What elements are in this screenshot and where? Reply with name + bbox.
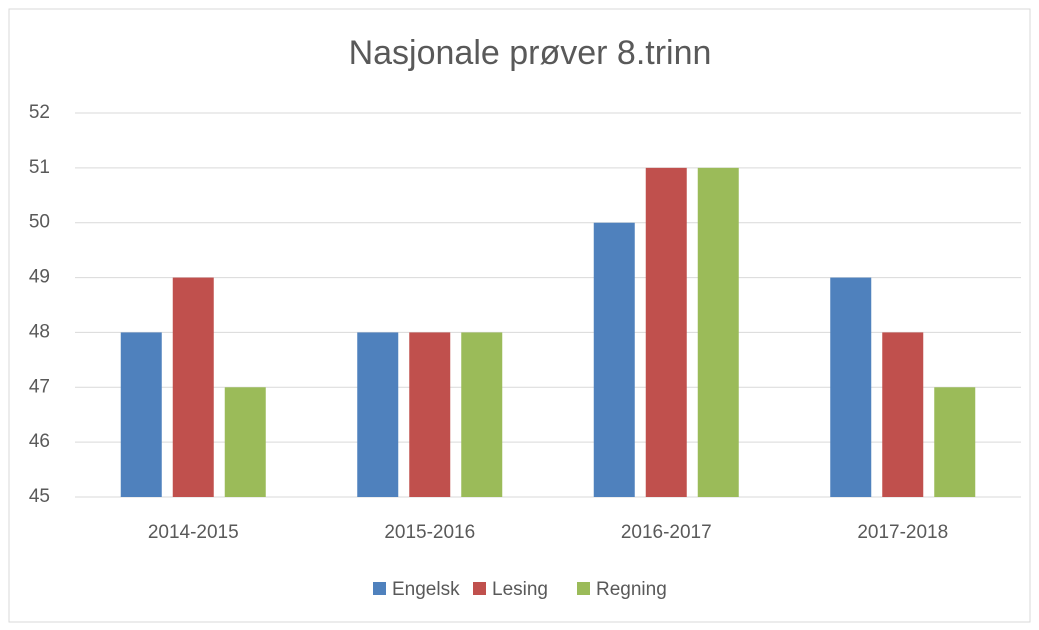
bar <box>830 277 872 497</box>
x-tick-label: 2016-2017 <box>621 522 712 543</box>
legend-label: Engelsk <box>392 579 460 600</box>
legend-label: Regning <box>596 579 667 600</box>
legend-swatch <box>373 582 386 595</box>
legend-swatch <box>473 582 486 595</box>
bar <box>461 332 503 497</box>
bar <box>120 332 162 497</box>
y-tick-label: 46 <box>29 431 50 452</box>
x-tick-label: 2014-2015 <box>148 522 239 543</box>
bar <box>882 332 924 497</box>
y-tick-label: 45 <box>29 486 50 507</box>
y-tick-label: 50 <box>29 212 50 233</box>
bar <box>172 277 214 497</box>
y-tick-label: 49 <box>29 267 50 288</box>
y-tick-label: 47 <box>29 376 50 397</box>
bar <box>357 332 399 497</box>
y-tick-label: 48 <box>29 321 50 342</box>
bar <box>645 167 687 497</box>
bar <box>224 387 266 497</box>
bar <box>593 222 635 497</box>
chart-title: Nasjonale prøver 8.trinn <box>349 34 712 72</box>
x-tick-label: 2015-2016 <box>384 522 475 543</box>
bar <box>934 387 976 497</box>
x-tick-label: 2017-2018 <box>857 522 948 543</box>
y-tick-label: 52 <box>29 102 50 123</box>
bar <box>697 167 739 497</box>
y-tick-label: 51 <box>29 157 50 178</box>
bar <box>409 332 451 497</box>
legend-label: Lesing <box>492 579 548 600</box>
legend-swatch <box>577 582 590 595</box>
